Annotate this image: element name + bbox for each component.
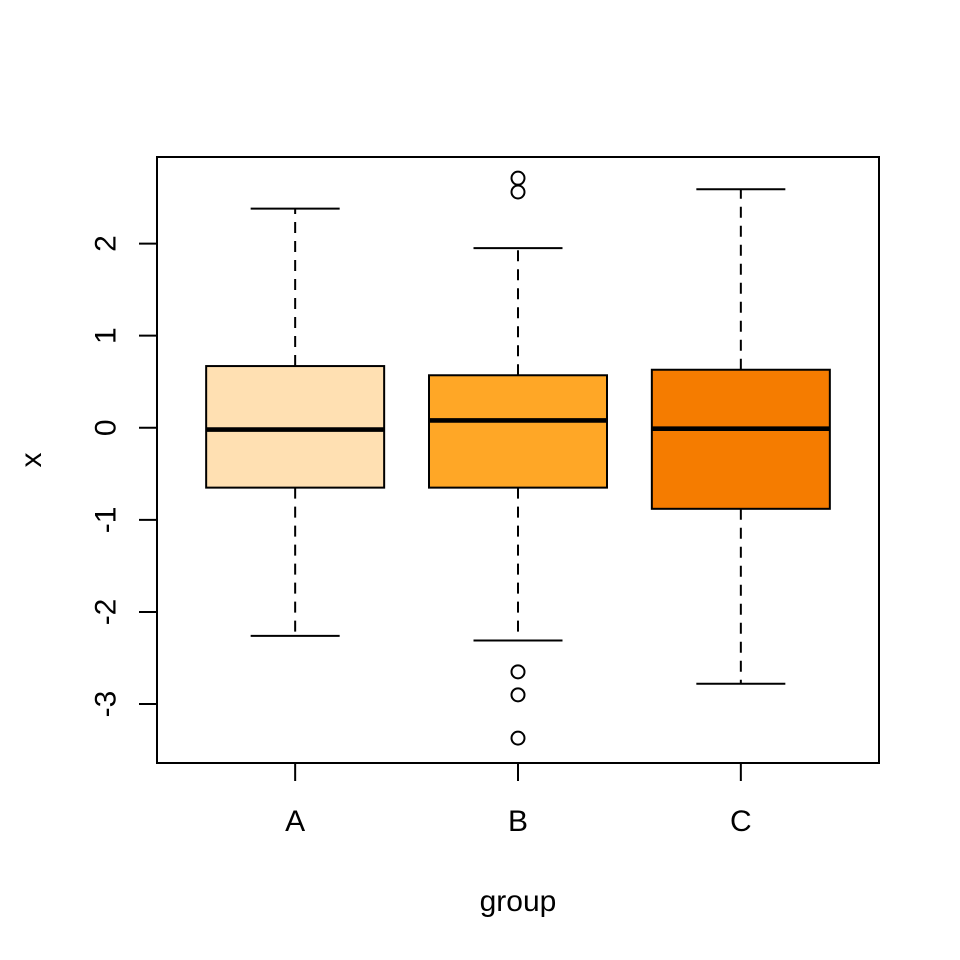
x-tick-label-B: B — [508, 805, 528, 838]
boxes-layer — [205, 365, 831, 510]
x-axis-title: group — [480, 885, 557, 918]
outliers-layer — [510, 170, 526, 746]
outlier-B-3 — [510, 687, 526, 703]
y-tick-label--2: -2 — [90, 599, 123, 626]
y-axis: 2 1 0 -1 -2 -3 — [90, 235, 157, 718]
plot-border — [156, 156, 880, 764]
x-axis: A B C — [285, 763, 752, 838]
whiskers-layer — [250, 188, 786, 685]
x-tick-label-C: C — [730, 805, 752, 838]
box-A — [205, 365, 386, 489]
y-axis-title: x — [15, 453, 48, 468]
y-tick-label--3: -3 — [90, 691, 123, 718]
outlier-B-1 — [510, 184, 526, 200]
outlier-B-2 — [510, 664, 526, 680]
y-tick-label-1: 1 — [90, 327, 123, 344]
y-tick-label--1: -1 — [90, 507, 123, 534]
y-tick-label-0: 0 — [90, 419, 123, 436]
x-tick-label-A: A — [285, 805, 305, 838]
outlier-B-0 — [510, 170, 526, 186]
box-B — [428, 374, 608, 489]
outlier-B-4 — [510, 730, 526, 746]
y-tick-label-2: 2 — [90, 235, 123, 252]
box-C — [650, 368, 831, 510]
